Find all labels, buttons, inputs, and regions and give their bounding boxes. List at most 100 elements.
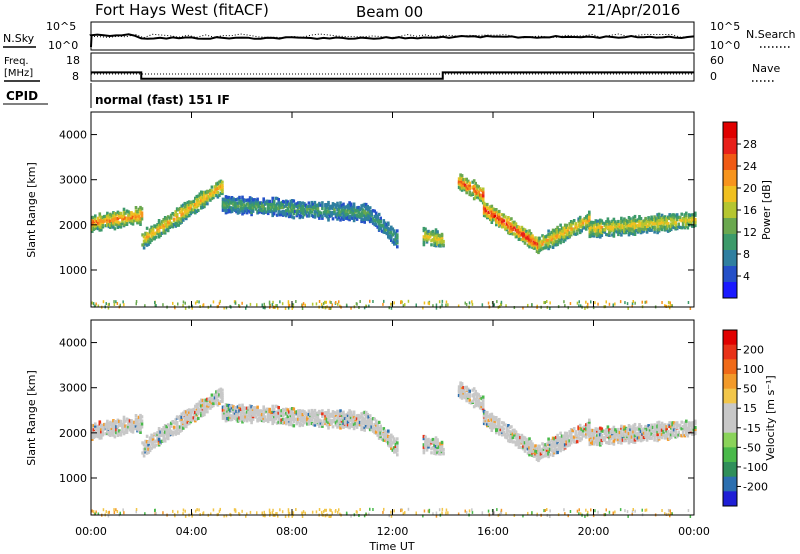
colorbar-label-5: -50 <box>743 441 761 454</box>
power-cell-187 <box>139 210 142 214</box>
velocity-cell-582 <box>241 417 244 421</box>
power-cell-4 <box>91 221 94 225</box>
velocity-cell-1420 <box>507 439 510 443</box>
velocity-cell-105 <box>116 418 120 422</box>
power-cell-1490 <box>525 231 528 235</box>
velocity-cell-645 <box>257 418 261 422</box>
velocity-cell-1814 <box>605 428 608 432</box>
power-cell-1378 <box>495 223 498 227</box>
velocity-cell-1820 <box>606 425 610 429</box>
xtick-label-5: 20:00 <box>578 525 610 538</box>
power-cell-353 <box>185 210 188 214</box>
power-cell-2086 <box>674 223 677 227</box>
velocity-cell-631 <box>253 413 256 417</box>
velocity-cell-1215 <box>436 441 439 445</box>
power-cell-1306 <box>475 184 479 188</box>
velocity-cell-89 <box>113 435 117 439</box>
power-cell-840 <box>310 206 314 210</box>
power-cell-884 <box>324 209 327 213</box>
velocity-cell-1662 <box>566 434 570 438</box>
velocity-cell-341 <box>182 415 185 419</box>
power-cell-177 <box>137 218 141 222</box>
power-cell-966 <box>345 209 348 213</box>
power-cell-715 <box>277 212 280 216</box>
power-cell-396 <box>195 204 199 208</box>
velocity-cell-1877 <box>623 437 626 441</box>
power-cell-194 <box>141 243 144 247</box>
power-cell-1787 <box>599 233 602 237</box>
velocity-cell-154 <box>131 430 135 434</box>
velocity-cell-1483 <box>523 443 527 447</box>
power-cell-500 <box>221 197 225 201</box>
power-cell-14 <box>94 224 97 229</box>
velocity-cell-389 <box>194 417 197 421</box>
velocity-cell-1972 <box>644 424 647 429</box>
power-cell-1333 <box>482 206 486 210</box>
velocity-cell-1221 <box>439 452 442 456</box>
velocity-cell-490 <box>221 397 224 402</box>
power-cell-1426 <box>508 229 512 233</box>
velocity-cell-1219 <box>437 445 441 449</box>
velocity-cell-316 <box>175 425 179 429</box>
power-cell-37 <box>100 225 103 229</box>
power-cell-2125 <box>688 221 691 226</box>
velocity-cell-1978 <box>647 436 650 440</box>
power-cell-1563 <box>544 239 547 243</box>
velocity-cell-712 <box>275 414 279 418</box>
power-cell-1599 <box>553 237 556 241</box>
power-cell-1655 <box>565 229 568 233</box>
velocity-cell-1068 <box>368 420 372 424</box>
velocity-cell-1974 <box>645 435 649 440</box>
power-cell-797 <box>297 201 300 205</box>
power-cell-915 <box>331 205 335 209</box>
velocity-cell-1979 <box>647 432 650 436</box>
power-cell-623 <box>250 197 253 201</box>
velocity-cell-334 <box>180 417 183 421</box>
power-cell-1351 <box>487 210 491 214</box>
velocity-cell-262 <box>160 439 164 443</box>
power-cell-644 <box>256 197 259 201</box>
velocity-cell-1066 <box>368 424 372 428</box>
power-cell-321 <box>177 223 180 227</box>
velocity-cell-1472 <box>520 436 524 440</box>
velocity-clutter-254 <box>687 509 690 512</box>
velocity-cell-2012 <box>656 430 659 434</box>
power-cell-1979 <box>647 224 650 228</box>
velocity-cell-311 <box>174 421 177 425</box>
power-cell-1807 <box>603 227 607 232</box>
power-clutter-10 <box>322 302 325 306</box>
velocity-cell-1797 <box>600 438 604 442</box>
power-cell-1320 <box>480 189 483 193</box>
velocity-cell-1488 <box>525 444 528 448</box>
velocity-cell-652 <box>259 413 262 417</box>
velocity-cell-1976 <box>645 432 649 436</box>
power-cell-1700 <box>578 229 582 233</box>
power-cell-1176 <box>425 239 429 243</box>
velocity-cell-842 <box>310 411 314 415</box>
power-cell-1888 <box>624 221 628 225</box>
velocity-cell-152 <box>130 422 133 426</box>
velocity-cell-1467 <box>519 436 522 440</box>
velocity-cell-876 <box>321 414 324 418</box>
power-cell-1998 <box>653 230 656 234</box>
power-cell-1983 <box>647 216 650 220</box>
velocity-cell-1569 <box>545 446 549 450</box>
power-cell-362 <box>186 206 190 210</box>
power-cell-250 <box>157 233 161 238</box>
velocity-cell-2076 <box>671 423 674 427</box>
power-cell-1066 <box>368 216 372 220</box>
power-cell-1183 <box>427 231 430 236</box>
power-cell-1626 <box>559 238 562 242</box>
power-cell-814 <box>301 205 305 209</box>
power-cell-934 <box>337 209 341 213</box>
velocity-cell-417 <box>200 404 203 408</box>
velocity-cell-20 <box>95 432 99 436</box>
power-cell-1526 <box>534 241 537 245</box>
velocity-cell-1595 <box>551 436 555 440</box>
power-cell-619 <box>250 206 253 210</box>
velocity-cell-1011 <box>355 417 359 421</box>
power-cell-2041 <box>663 228 667 232</box>
velocity-cell-1841 <box>612 434 616 438</box>
velocity-cell-1336 <box>484 422 488 426</box>
velocity-cell-394 <box>195 417 199 421</box>
